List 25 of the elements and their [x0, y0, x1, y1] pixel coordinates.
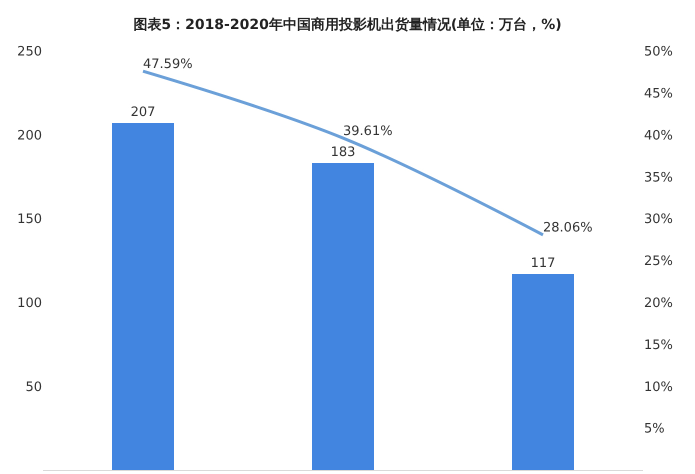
y2-tick-label: 45%: [644, 86, 673, 102]
data-label: 117: [530, 256, 556, 271]
chart-title: 图表5：2018-2020年中国商用投影机出货量情况(单位：万台，%): [133, 16, 562, 33]
bar: [512, 274, 574, 470]
bar: [312, 163, 374, 470]
y-tick-label: 100: [17, 296, 42, 311]
y-tick-label: 200: [17, 128, 42, 144]
y2-tick-label: 50%: [644, 44, 673, 60]
y2-tick-label: 35%: [644, 170, 673, 186]
data-label: 47.59%: [143, 56, 193, 72]
y2-tick-label: 20%: [644, 296, 673, 311]
y-tick-label: 250: [17, 44, 42, 60]
data-label: 39.61%: [343, 124, 393, 139]
y-tick-label: 50: [25, 380, 42, 395]
data-label: 183: [330, 145, 356, 160]
y2-tick-label: 10%: [644, 380, 673, 395]
bar: [112, 123, 174, 470]
y2-tick-label: 30%: [644, 212, 673, 228]
y2-tick-label: 15%: [644, 338, 673, 353]
data-label: 28.06%: [543, 220, 593, 236]
y2-tick-label: 5%: [644, 422, 665, 437]
y-tick-label: 150: [17, 212, 42, 228]
data-label: 207: [130, 105, 156, 120]
y2-tick-label: 25%: [644, 254, 673, 270]
y2-tick-label: 40%: [644, 128, 673, 144]
